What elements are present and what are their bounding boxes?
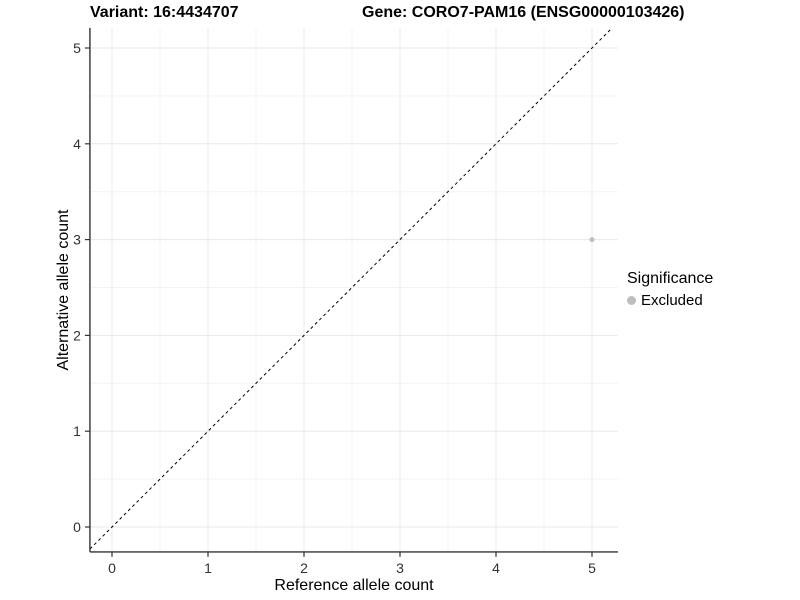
excluded-point-icon <box>627 296 636 305</box>
y-axis-title: Alternative allele count <box>55 209 72 371</box>
legend-entry-label: Excluded <box>641 292 703 309</box>
x-tick-label: 1 <box>204 560 212 576</box>
x-tick-label: 4 <box>492 560 500 576</box>
y-tick-label: 3 <box>73 232 81 248</box>
x-tick-label: 5 <box>588 560 596 576</box>
x-tick-label: 3 <box>396 560 404 576</box>
x-tick-label: 2 <box>300 560 308 576</box>
gene-title: Gene: CORO7-PAM16 (ENSG00000103426) <box>362 4 685 21</box>
x-tick-label: 0 <box>108 560 116 576</box>
variant-title: Variant: 16:4434707 <box>90 4 239 21</box>
legend: Significance Excluded <box>627 269 713 309</box>
y-tick-label: 2 <box>73 327 81 343</box>
y-tick-label: 5 <box>73 40 81 56</box>
y-tick-label: 0 <box>73 519 81 535</box>
y-tick-label: 1 <box>73 423 81 439</box>
x-axis-title: Reference allele count <box>274 577 434 594</box>
legend-entry-excluded: Excluded <box>627 292 713 309</box>
data-point <box>589 237 595 243</box>
legend-title: Significance <box>627 270 714 287</box>
y-tick-label: 4 <box>73 136 81 152</box>
identity-reference-line <box>89 27 613 550</box>
